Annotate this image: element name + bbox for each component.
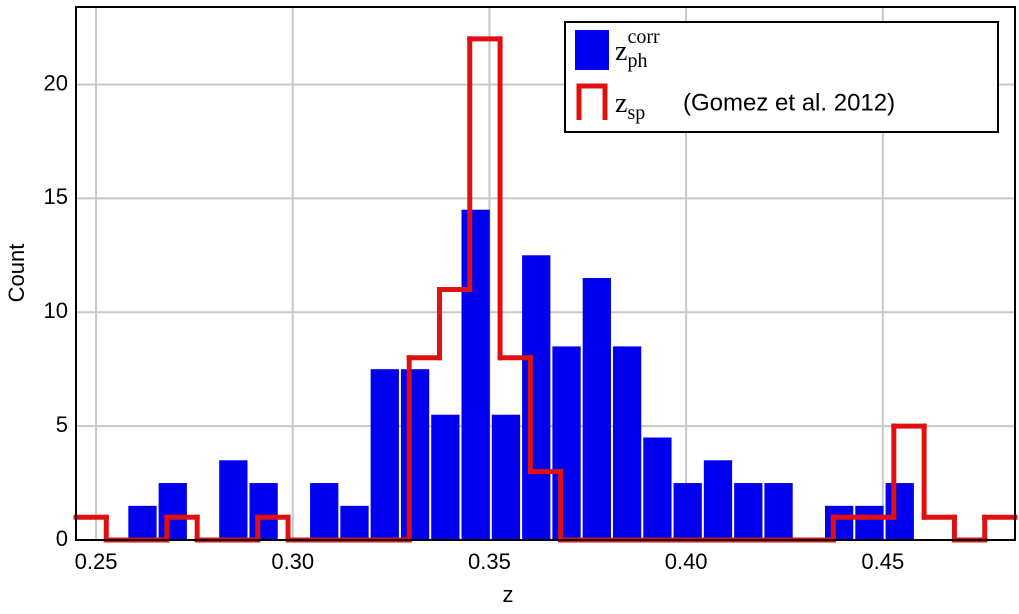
legend-name: z — [615, 36, 627, 67]
legend-note: (Gomez et al. 2012) — [683, 89, 895, 116]
bar — [128, 505, 157, 540]
y-tick-label: 15 — [44, 184, 68, 209]
x-tick-label: 0.25 — [75, 549, 118, 574]
x-tick-label: 0.30 — [271, 549, 314, 574]
bar — [885, 483, 914, 540]
bar — [219, 460, 248, 540]
legend-name: z — [615, 88, 627, 119]
bar — [552, 346, 581, 540]
bar — [612, 346, 642, 540]
legend-swatch — [575, 30, 609, 70]
bar — [249, 483, 278, 540]
legend-label: zphcorr — [615, 26, 660, 72]
bar — [522, 255, 551, 540]
bar — [703, 460, 733, 540]
y-tick-label: 20 — [44, 70, 68, 95]
bar — [431, 414, 460, 540]
legend-label: zsp — [615, 88, 645, 123]
bar — [582, 278, 611, 540]
y-tick-label: 5 — [56, 412, 68, 437]
plot-frame — [75, 6, 1016, 541]
bar — [400, 369, 430, 540]
x-tick-label: 0.45 — [861, 549, 904, 574]
legend-box — [564, 21, 999, 133]
bar — [310, 483, 339, 540]
x-axis-label: z — [503, 582, 514, 607]
bar — [824, 505, 854, 540]
legend-sup: corr — [627, 26, 660, 48]
legend-sub: ph — [627, 50, 647, 72]
bar — [734, 483, 763, 540]
bar — [764, 483, 793, 540]
bar — [491, 414, 521, 540]
y-tick-label: 0 — [56, 526, 68, 551]
bar — [643, 437, 672, 540]
x-tick-label: 0.35 — [468, 549, 511, 574]
x-tick-label: 0.40 — [665, 549, 708, 574]
bar — [158, 483, 187, 540]
bar — [855, 505, 884, 540]
legend-sub: sp — [627, 102, 645, 124]
bar — [461, 209, 490, 540]
bar — [340, 505, 369, 540]
bar — [370, 369, 399, 540]
bar — [673, 483, 702, 540]
y-axis-label: Count — [4, 244, 29, 303]
y-tick-label: 10 — [44, 298, 68, 323]
legend-swatch — [576, 83, 608, 120]
